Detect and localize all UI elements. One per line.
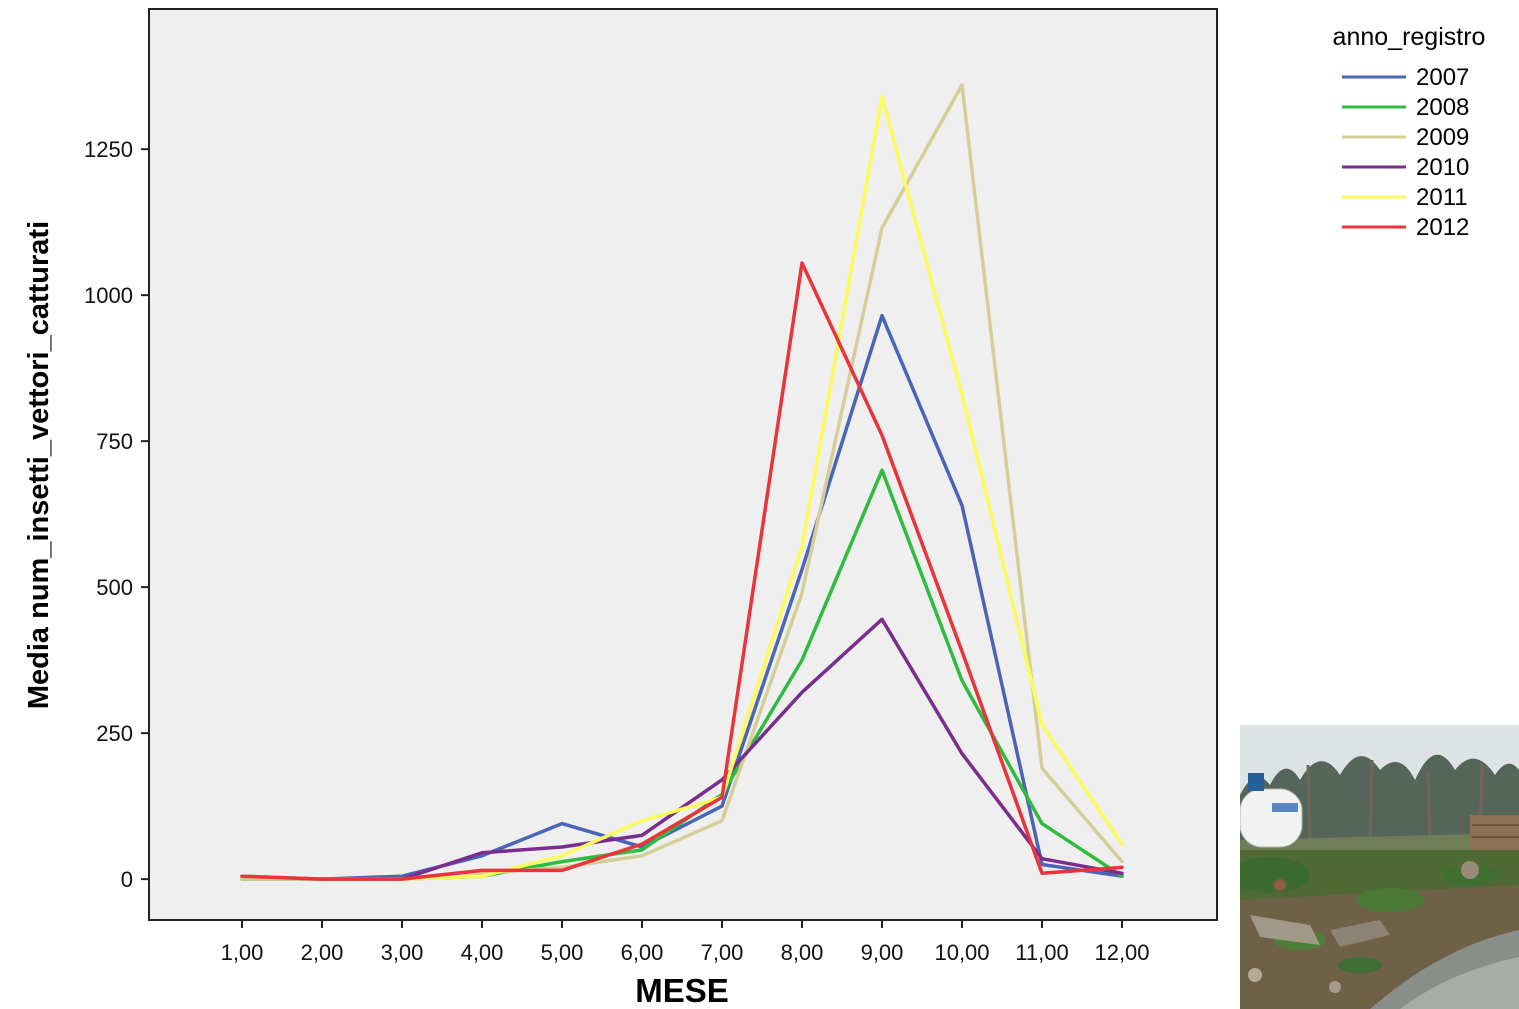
x-axis-ticks: 1,00 2,00 3,00 4,00 5,00 6,00 7,00 8,00 9,00 10,0… xyxy=(221,920,1150,965)
x-tick-label: 2,00 xyxy=(301,940,344,965)
x-tick-label: 4,00 xyxy=(461,940,504,965)
legend-label-2008: 2008 xyxy=(1416,94,1469,121)
series-lines xyxy=(240,83,1124,881)
legend-label-2007: 2007 xyxy=(1416,64,1469,91)
x-axis-title: MESE xyxy=(635,972,729,1009)
legend-items: 2007 2008 2009 2010 2011 2012 xyxy=(1342,64,1469,241)
legend-label-2012: 2012 xyxy=(1416,214,1469,241)
x-tick-label: 5,00 xyxy=(541,940,584,965)
y-tick-label: 750 xyxy=(96,429,133,454)
x-tick-label: 6,00 xyxy=(621,940,664,965)
x-tick-label: 1,00 xyxy=(221,940,264,965)
series-line-2007 xyxy=(240,313,1124,881)
x-tick-label: 7,00 xyxy=(701,940,744,965)
y-tick-label: 0 xyxy=(121,867,133,892)
x-tick-label: 12,00 xyxy=(1094,940,1149,965)
y-tick-label: 250 xyxy=(96,721,133,746)
y-axis-ticks: 0 250 500 750 1000 1250 xyxy=(84,137,149,892)
legend-title: anno_registro xyxy=(1333,23,1486,51)
y-tick-label: 1000 xyxy=(84,283,133,308)
y-tick-label: 500 xyxy=(96,575,133,600)
legend-label-2009: 2009 xyxy=(1416,124,1469,151)
x-tick-label: 11,00 xyxy=(1015,940,1068,965)
y-axis-title: Media num_insetti_vettori_catturati xyxy=(23,221,55,709)
x-tick-label: 9,00 xyxy=(861,940,904,965)
legend: anno_registro 2007 2008 2009 2010 2011 2012 xyxy=(1333,23,1486,241)
series-line-2012 xyxy=(240,261,1124,881)
legend-label-2011: 2011 xyxy=(1416,184,1468,211)
x-tick-label: 3,00 xyxy=(381,940,424,965)
plot-area xyxy=(148,8,1218,921)
field-photo xyxy=(1240,725,1519,1009)
x-tick-label: 8,00 xyxy=(781,940,824,965)
legend-label-2010: 2010 xyxy=(1416,154,1469,181)
x-tick-label: 10,00 xyxy=(934,940,989,965)
y-tick-label: 1250 xyxy=(84,137,133,162)
